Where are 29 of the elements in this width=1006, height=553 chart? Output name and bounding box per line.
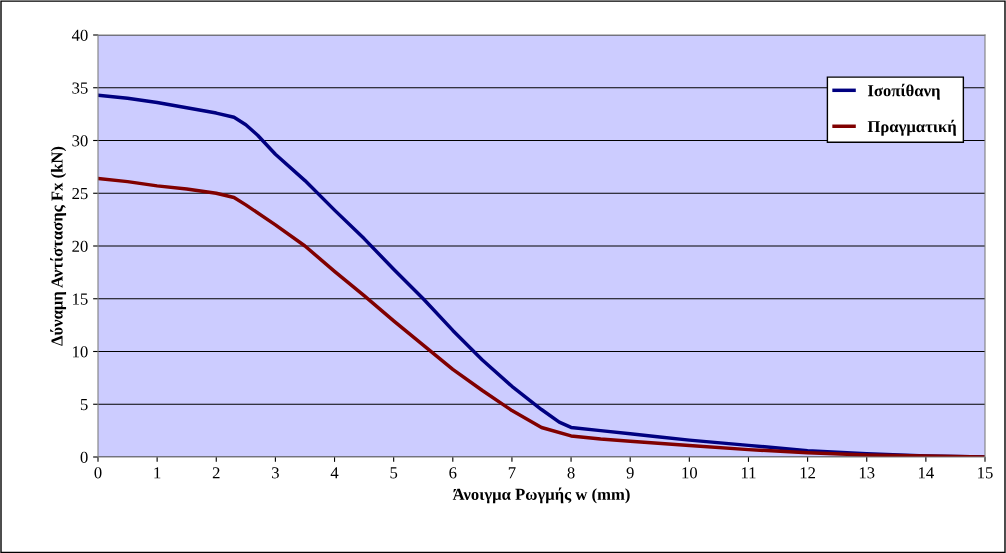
- x-tick-label: 4: [330, 467, 339, 479]
- x-tick-label: 8: [567, 467, 575, 479]
- x-tick-label: 14: [919, 467, 934, 479]
- legend-label: Ισοπίθανη: [867, 83, 940, 100]
- x-tick-label: 9: [626, 467, 634, 479]
- x-tick-label: 6: [449, 467, 457, 479]
- y-axis-title: Δύναμη Αντίστασης Fx (kN): [50, 146, 67, 346]
- y-tick-label: 35: [72, 82, 88, 94]
- legend-label: Πραγματική: [867, 119, 956, 136]
- x-tick-label: 1: [154, 467, 161, 479]
- x-tick-label: 3: [272, 467, 279, 479]
- x-tick-label: 7: [508, 467, 516, 479]
- x-tick-label: 0: [94, 467, 102, 479]
- y-tick-label: 0: [80, 451, 88, 463]
- x-axis-title: Άνοιγμα Ρωγμής w (mm): [452, 487, 630, 504]
- x-tick-label: 11: [741, 467, 756, 479]
- y-tick-label: 25: [72, 188, 88, 200]
- y-tick-label: 30: [72, 135, 88, 147]
- y-tick-label: 10: [73, 346, 88, 358]
- x-tick-label: 12: [800, 467, 816, 479]
- x-tick-label: 13: [859, 467, 875, 479]
- y-tick-label: 15: [73, 293, 88, 305]
- x-tick-label: 10: [682, 467, 698, 479]
- x-tick-label: 15: [978, 467, 993, 479]
- y-tick-label: 5: [80, 399, 88, 411]
- y-tick-label: 40: [71, 29, 88, 41]
- x-tick-label: 2: [212, 467, 220, 479]
- y-tick-label: 20: [72, 240, 88, 252]
- x-tick-label: 5: [390, 467, 398, 479]
